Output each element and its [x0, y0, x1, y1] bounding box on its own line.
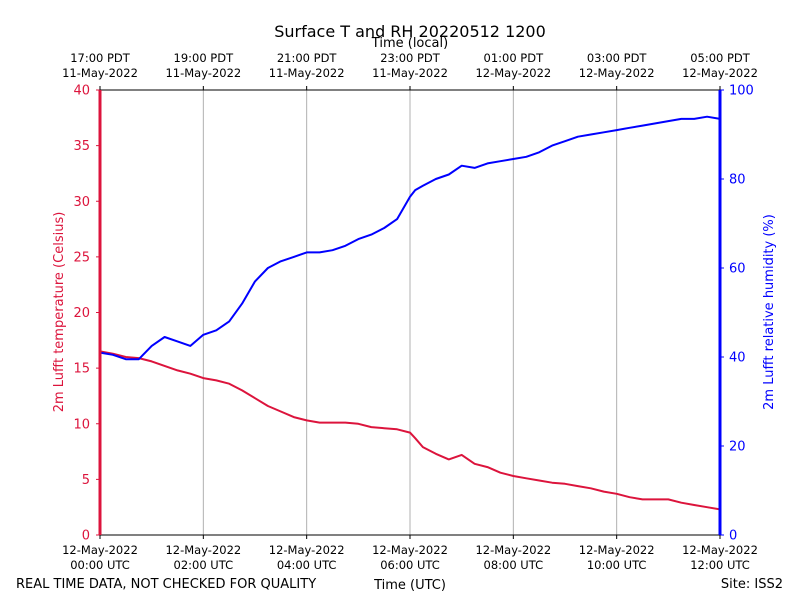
x-top-tick-date: 11-May-2022	[269, 66, 345, 80]
y-left-tick-label: 40	[73, 84, 90, 99]
chart-title: Surface T and RH 20220512 1200	[274, 22, 546, 41]
y-left-tick-label: 15	[73, 362, 90, 377]
x-bottom-tick-date: 12-May-2022	[682, 543, 758, 557]
y-left-tick-label: 30	[73, 195, 90, 210]
x-bottom-tick-date: 12-May-2022	[62, 543, 138, 557]
x-top-tick-date: 12-May-2022	[579, 66, 655, 80]
x-top-tick-time: 21:00 PDT	[277, 51, 338, 65]
x-bottom-tick-date: 12-May-2022	[165, 543, 241, 557]
x-bottom-tick-date: 12-May-2022	[269, 543, 345, 557]
x-axis-label: Time (UTC)	[373, 578, 446, 593]
y-right-tick-label: 0	[729, 529, 737, 544]
humidity-series-line	[99, 115, 721, 361]
site-label: Site: ISS2	[721, 577, 783, 592]
y-left-tick-label: 20	[73, 306, 90, 321]
tick-layer: 051015202530354002040608010012-May-20220…	[62, 51, 758, 572]
x-top-tick-time: 23:00 PDT	[380, 51, 441, 65]
x-bottom-tick-date: 12-May-2022	[372, 543, 448, 557]
y-left-tick-label: 0	[82, 529, 90, 544]
x-top-tick-date: 11-May-2022	[62, 66, 138, 80]
footer-quality-note: REAL TIME DATA, NOT CHECKED FOR QUALITY	[16, 577, 316, 592]
x-top-tick-date: 12-May-2022	[475, 66, 551, 80]
y-axis-right-label: 2m Lufft relative humidity (%)	[762, 214, 777, 410]
y-right-tick-label: 40	[729, 351, 746, 366]
y-axis-left-label: 2m Lufft temperature (Celsius)	[52, 212, 67, 413]
x-top-tick-date: 11-May-2022	[165, 66, 241, 80]
x-top-tick-time: 03:00 PDT	[587, 51, 648, 65]
grid-lines	[202, 90, 618, 535]
x-axis-top-label: Time (local)	[371, 36, 448, 51]
x-top-tick-time: 01:00 PDT	[484, 51, 545, 65]
y-right-tick-label: 80	[729, 173, 746, 188]
y-left-tick-label: 5	[82, 473, 90, 488]
x-bottom-tick-time: 08:00 UTC	[484, 558, 544, 572]
x-bottom-tick-date: 12-May-2022	[475, 543, 551, 557]
x-bottom-tick-time: 06:00 UTC	[380, 558, 440, 572]
x-top-tick-date: 11-May-2022	[372, 66, 448, 80]
series-layer	[99, 115, 721, 511]
y-right-tick-label: 60	[729, 262, 746, 277]
x-bottom-tick-date: 12-May-2022	[579, 543, 655, 557]
x-bottom-tick-time: 04:00 UTC	[277, 558, 337, 572]
x-bottom-tick-time: 02:00 UTC	[174, 558, 234, 572]
y-left-tick-label: 25	[73, 250, 90, 265]
x-top-tick-time: 17:00 PDT	[70, 51, 131, 65]
y-left-tick-label: 35	[73, 139, 90, 154]
x-top-tick-date: 12-May-2022	[682, 66, 758, 80]
y-left-tick-label: 10	[73, 417, 90, 432]
x-top-tick-time: 05:00 PDT	[690, 51, 751, 65]
y-right-tick-label: 20	[729, 440, 746, 455]
temperature-series-line	[99, 350, 721, 511]
x-bottom-tick-time: 10:00 UTC	[587, 558, 647, 572]
x-bottom-tick-time: 00:00 UTC	[70, 558, 130, 572]
x-bottom-tick-time: 12:00 UTC	[690, 558, 750, 572]
x-top-tick-time: 19:00 PDT	[174, 51, 235, 65]
y-right-tick-label: 100	[729, 84, 754, 99]
